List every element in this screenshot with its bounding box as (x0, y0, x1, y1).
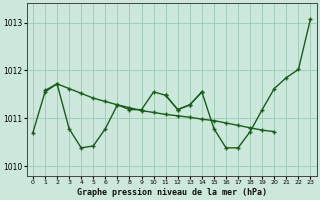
X-axis label: Graphe pression niveau de la mer (hPa): Graphe pression niveau de la mer (hPa) (77, 188, 267, 197)
